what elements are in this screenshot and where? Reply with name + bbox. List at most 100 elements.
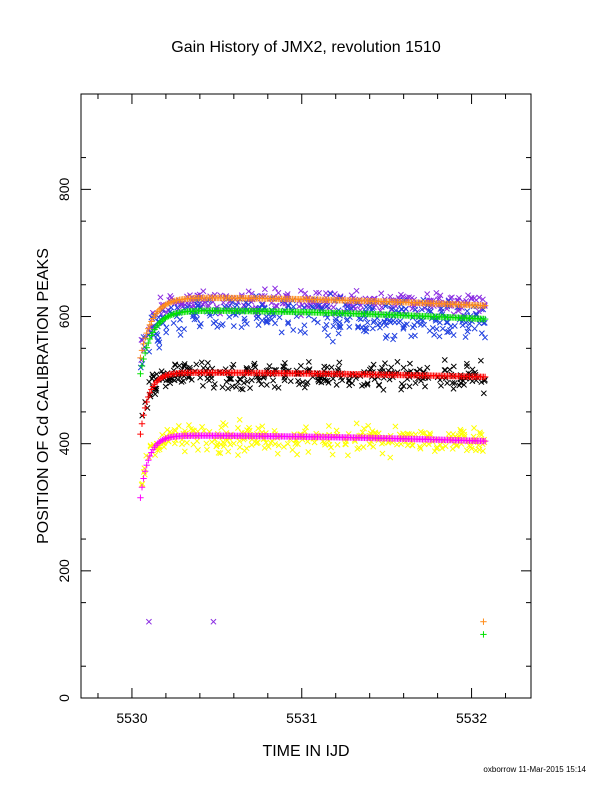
data-point — [433, 326, 440, 332]
data-point — [335, 307, 342, 314]
data-point — [266, 363, 273, 370]
data-point — [156, 344, 163, 351]
data-point — [409, 324, 416, 331]
data-point — [292, 440, 299, 447]
data-point — [160, 373, 168, 380]
data-point — [143, 398, 150, 406]
data-point — [244, 378, 251, 385]
data-point — [302, 329, 308, 336]
data-point — [329, 338, 336, 345]
data-point — [146, 335, 154, 343]
data-point — [450, 431, 457, 438]
data-point — [305, 358, 312, 365]
data-point — [174, 304, 181, 311]
data-point — [197, 320, 204, 327]
data-point — [295, 377, 301, 384]
data-point — [138, 362, 146, 370]
data-point — [359, 382, 365, 389]
y-tick-label: 200 — [56, 559, 72, 583]
x-tick-label: 5531 — [286, 710, 317, 726]
data-point — [437, 292, 444, 299]
data-point — [180, 378, 187, 384]
data-point — [336, 359, 343, 366]
data-point — [137, 370, 144, 377]
data-point — [471, 325, 478, 332]
data-point — [228, 375, 235, 382]
data-point — [265, 367, 272, 374]
data-point — [334, 441, 341, 448]
data-point — [348, 305, 355, 312]
data-point — [248, 377, 255, 384]
data-point — [478, 431, 485, 438]
data-point — [462, 334, 469, 340]
data-point — [419, 430, 426, 437]
y-axis-label: POSITION OF Cd CALIBRATION PEAKS — [35, 248, 52, 544]
data-point — [140, 340, 147, 348]
data-point — [211, 381, 218, 387]
data-point — [178, 441, 185, 448]
data-point — [302, 290, 309, 297]
data-point — [227, 306, 234, 313]
data-point — [296, 303, 303, 310]
data-point — [450, 385, 457, 392]
data-point — [237, 385, 244, 392]
data-point — [145, 456, 152, 464]
data-point — [207, 312, 214, 319]
data-point — [195, 446, 201, 453]
data-point — [213, 443, 220, 450]
data-point — [145, 339, 152, 347]
data-point — [345, 378, 352, 385]
data-point — [382, 322, 389, 329]
data-point — [346, 323, 353, 330]
data-point — [378, 290, 385, 297]
data-point — [141, 334, 149, 342]
data-point — [361, 425, 367, 432]
data-point — [145, 393, 152, 401]
x-axis-label: TIME IN IJD — [262, 743, 349, 760]
data-point — [369, 325, 376, 332]
data-point — [259, 423, 266, 430]
data-point — [379, 364, 385, 371]
data-point — [398, 386, 405, 393]
data-point — [272, 320, 278, 327]
data-point — [323, 321, 330, 328]
data-point — [157, 294, 164, 301]
data-point — [215, 449, 222, 456]
data-point — [275, 442, 282, 449]
data-point — [212, 318, 219, 325]
data-point — [194, 438, 200, 444]
data-point — [315, 302, 322, 309]
data-point — [379, 450, 386, 457]
data-point — [185, 374, 192, 381]
data-point — [447, 323, 454, 330]
data-point — [208, 438, 215, 445]
data-point — [143, 344, 150, 351]
data-point — [274, 450, 281, 457]
data-point — [197, 374, 204, 381]
data-point — [188, 376, 195, 383]
data-point — [230, 440, 237, 447]
data-point — [186, 366, 193, 373]
data-point — [404, 442, 411, 449]
data-point — [154, 337, 161, 344]
data-point — [477, 357, 484, 364]
data-point — [137, 354, 144, 362]
data-point — [304, 303, 311, 309]
data-point — [305, 312, 312, 319]
data-point — [181, 448, 188, 455]
data-point — [148, 386, 155, 393]
data-point — [167, 299, 174, 306]
data-point — [311, 439, 318, 446]
data-point — [296, 381, 303, 388]
data-point — [241, 447, 248, 454]
data-point — [425, 307, 432, 314]
y-tick-label: 600 — [56, 305, 72, 329]
data-point — [418, 306, 425, 313]
data-point — [148, 449, 155, 456]
data-point — [391, 332, 398, 339]
data-point — [193, 361, 200, 368]
data-point — [311, 316, 318, 323]
data-point — [181, 326, 187, 333]
data-point — [481, 437, 489, 445]
data-point — [175, 325, 182, 332]
